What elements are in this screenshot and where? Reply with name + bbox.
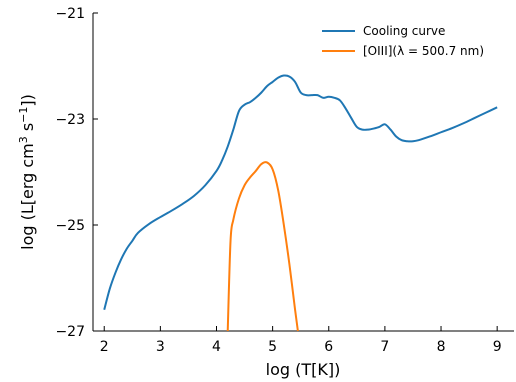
ticks: 2 3 4 5 6 7 8 9 −27 −25 −23 −21: [55, 6, 501, 355]
legend: Cooling curve [OIII](λ = 500.7 nm): [322, 24, 484, 58]
x-axis-label: log (T[K]): [266, 360, 341, 379]
cooling-curve-line: [103, 74, 498, 311]
y-tick-label: −27: [55, 324, 85, 340]
x-tick-label: 3: [156, 339, 165, 355]
axes: [92, 13, 514, 332]
y-axis-label-part: log (L[erg cm: [18, 143, 37, 250]
x-tick-label: 2: [100, 339, 109, 355]
oiii-line: [226, 161, 299, 332]
y-axis-label-sup: 3: [17, 136, 30, 143]
y-axis-label: log (L[erg cm3 s−1]): [17, 94, 37, 250]
x-tick-label: 8: [437, 339, 446, 355]
y-tick-label: −25: [55, 218, 85, 234]
x-tick-label: 5: [268, 339, 277, 355]
plot-area: [103, 74, 498, 332]
x-tick-label: 9: [493, 339, 502, 355]
x-tick-label: 4: [212, 339, 221, 355]
y-tick-label: −21: [55, 6, 85, 22]
legend-label: Cooling curve: [363, 24, 445, 38]
y-axis-label-part: s: [18, 123, 37, 136]
x-tick-label: 7: [380, 339, 389, 355]
x-tick-label: 6: [324, 339, 333, 355]
y-axis-label-sup: −1: [17, 107, 30, 123]
y-tick-label: −23: [55, 112, 85, 128]
legend-label: [OIII](λ = 500.7 nm): [363, 44, 484, 58]
y-axis-label-part: ]): [18, 94, 37, 106]
